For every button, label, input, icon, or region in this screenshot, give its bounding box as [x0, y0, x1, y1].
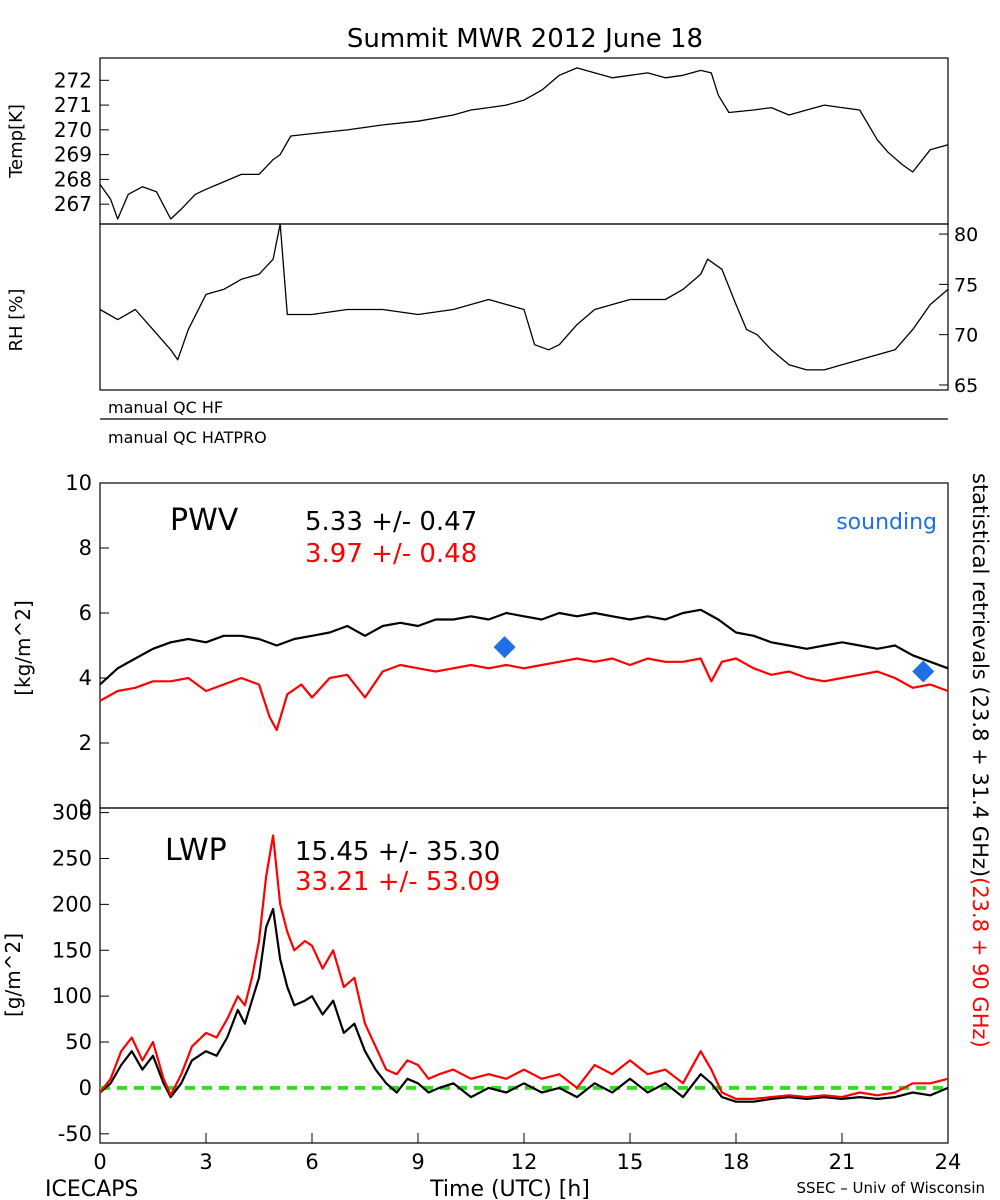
temp-y-tick-label: 272 [54, 68, 92, 92]
lwp-x-tick-label: 6 [305, 1150, 318, 1174]
temp-y-tick-label: 268 [54, 167, 92, 191]
pwv-y-tick-label: 8 [79, 536, 92, 560]
temp-y-tick-label: 270 [54, 118, 92, 142]
lwp-x-tick-label: 9 [411, 1150, 424, 1174]
pwv-title: PWV [170, 503, 239, 538]
lwp-stat-red: 33.21 +/- 53.09 [295, 867, 500, 897]
lwp-series-line-black [99, 907, 949, 1103]
right-retrieval-label: statistical retrievals (23.8 + 31.4 GHz)… [968, 473, 992, 1048]
pwv-y-tick-label: 6 [79, 601, 92, 625]
pwv-stat-red: 3.97 +/- 0.48 [305, 539, 477, 569]
pwv-y-tick-label: 10 [65, 471, 92, 495]
pwv-y-ticks: 0 2 4 6 8 10 [65, 471, 109, 820]
sounding-marker [493, 636, 516, 659]
pwv-stat-black: 5.33 +/- 0.47 [305, 507, 477, 537]
rh-panel: 65 70 75 80 RH [%] [6, 223, 978, 397]
lwp-x-tick-label: 3 [199, 1150, 212, 1174]
pwv-series-line-black [99, 608, 949, 686]
lwp-y-tick-label: 100 [52, 984, 92, 1008]
figure-title: Summit MWR 2012 June 18 [347, 24, 703, 54]
lwp-y-tick-label: 250 [52, 846, 92, 870]
rh-y-tick-label: 80 [954, 224, 978, 246]
temp-y-tick-label: 269 [54, 143, 92, 167]
lwp-x-tick-label: 21 [829, 1150, 856, 1174]
lwp-y-tick-label: 0 [79, 1076, 92, 1100]
pwv-y-tick-label: 4 [79, 666, 92, 690]
rh-y-axis-label: RH [%] [6, 289, 27, 352]
rh-y-tick-label: 70 [954, 325, 978, 347]
rh-y-tick-label: 65 [954, 375, 978, 397]
lwp-title: LWP [165, 833, 227, 868]
temp-series-group [99, 67, 949, 220]
temp-series-line-black [99, 67, 949, 220]
rh-series-group [99, 223, 949, 371]
footer-right: SSEC – Univ of Wisconsin [797, 1179, 985, 1197]
lwp-x-tick-label: 24 [935, 1150, 962, 1174]
pwv-panel: 0 2 4 6 8 10 [kg/m^2] PWV 5.33 +/- 0.47 3.97 … [11, 471, 949, 820]
retrieval-label-red: (23.8 + 90 GHz) [968, 877, 992, 1048]
temp-y-tick-label: 267 [54, 192, 92, 216]
sounding-marker [912, 660, 935, 683]
temp-y-tick-label: 271 [54, 93, 92, 117]
qc-hf-label: manual QC HF [108, 398, 223, 417]
footer-center: Time (UTC) [h] [429, 1177, 590, 1200]
temp-plot-frame [99, 57, 949, 225]
pwv-series-group [99, 608, 949, 732]
rh-series-line-black [99, 223, 949, 371]
lwp-y-tick-label: 200 [52, 892, 92, 916]
lwp-series-line-red [99, 834, 949, 1101]
lwp-y-tick-label: 150 [52, 938, 92, 962]
retrieval-label-black: statistical retrievals (23.8 + 31.4 GHz) [968, 473, 992, 877]
rh-plot-frame [99, 223, 949, 391]
temp-y-axis-label: Temp[K] [6, 104, 27, 179]
lwp-x-tick-label: 15 [617, 1150, 644, 1174]
lwp-x-tick-label: 0 [93, 1150, 106, 1174]
pwv-y-tick-label: 2 [79, 731, 92, 755]
lwp-x-tick-label: 12 [511, 1150, 538, 1174]
lwp-y-axis-label: [g/m^2] [1, 933, 25, 1017]
lwp-x-tick-label: 18 [723, 1150, 750, 1174]
lwp-series-group [99, 834, 949, 1103]
qc-bars: manual QC HF manual QC HATPRO [100, 398, 948, 447]
qc-hatpro-label: manual QC HATPRO [108, 428, 267, 447]
lwp-y-tick-label: 300 [52, 801, 92, 825]
lwp-y-tick-label: 50 [65, 1030, 92, 1054]
rh-y-ticks: 65 70 75 80 [939, 224, 978, 397]
lwp-plot-frame [99, 807, 949, 1144]
pwv-y-axis-label: [kg/m^2] [11, 600, 35, 696]
rh-y-tick-label: 75 [954, 274, 978, 296]
pwv-series-line-red [99, 657, 949, 732]
lwp-y-tick-label: -50 [58, 1122, 92, 1146]
lwp-x-ticks: 0 3 6 9 12 15 18 21 24 [93, 1133, 961, 1174]
lwp-y-ticks: -50 0 50 100 150 200 250 300 [52, 801, 109, 1146]
pwv-y-tick-label: 0 [79, 796, 92, 820]
sounding-legend: sounding [836, 510, 937, 535]
footer-left: ICECAPS [45, 1177, 138, 1200]
lwp-stat-black: 15.45 +/- 35.30 [295, 837, 500, 867]
